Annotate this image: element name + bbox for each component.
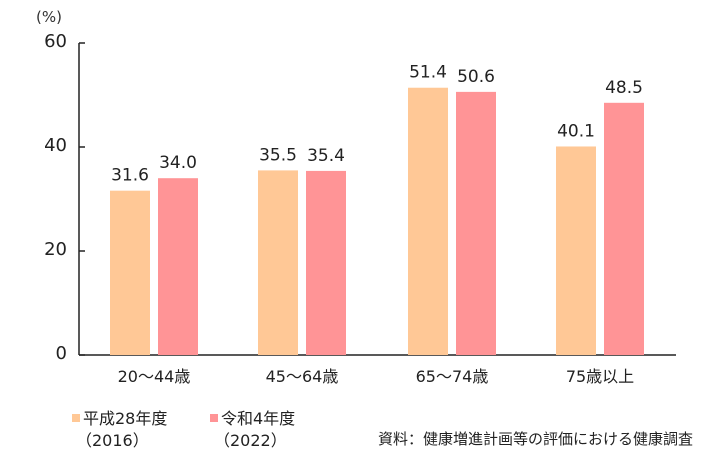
bar-2016-2 bbox=[408, 87, 448, 355]
bar-value-label: 34.0 bbox=[159, 153, 197, 173]
bar-2022-1 bbox=[306, 170, 346, 355]
legend-item-2016: 平成28年度 （2016） bbox=[72, 408, 167, 452]
y-tick-label-0: 0 bbox=[55, 343, 67, 364]
y-axis-unit-label: (%) bbox=[36, 8, 62, 26]
x-category-label: 20～44歳 bbox=[118, 367, 191, 386]
x-category-label: 75歳以上 bbox=[566, 367, 634, 386]
bar-value-label: 40.1 bbox=[557, 121, 595, 141]
legend-swatch-2016 bbox=[72, 414, 80, 422]
bar-2022-3 bbox=[604, 102, 644, 355]
legend-label-2016-line2: （2016） bbox=[76, 431, 149, 450]
bar-2016-3 bbox=[556, 146, 596, 355]
legend-label-2022-line1: 令和4年度 bbox=[221, 409, 296, 428]
bar-2022-0 bbox=[158, 178, 198, 355]
bar-value-label: 50.6 bbox=[457, 67, 495, 87]
legend-swatch-2022 bbox=[210, 414, 218, 422]
x-category-label: 45～64歳 bbox=[266, 367, 339, 386]
y-tick-label-20: 20 bbox=[44, 239, 67, 260]
legend-label-2022-line2: （2022） bbox=[214, 431, 287, 450]
source-note: 資料：健康増進計画等の評価における健康調査 bbox=[378, 430, 694, 448]
legend-item-2022: 令和4年度 （2022） bbox=[210, 408, 295, 452]
bar-value-label: 51.4 bbox=[409, 63, 447, 83]
bar-2016-0 bbox=[110, 190, 150, 355]
legend-label-2016-line1: 平成28年度 bbox=[83, 409, 168, 428]
y-tick-label-40: 40 bbox=[44, 135, 67, 156]
y-tick-label-60: 60 bbox=[44, 31, 67, 52]
x-category-label: 65～74歳 bbox=[416, 367, 489, 386]
bar-value-label: 48.5 bbox=[605, 78, 643, 98]
bar-value-label: 35.4 bbox=[307, 146, 345, 166]
bar-2022-2 bbox=[456, 91, 496, 355]
bar-2016-1 bbox=[258, 170, 298, 355]
bar-value-label: 35.5 bbox=[259, 145, 297, 165]
bar-value-label: 31.6 bbox=[111, 166, 149, 186]
